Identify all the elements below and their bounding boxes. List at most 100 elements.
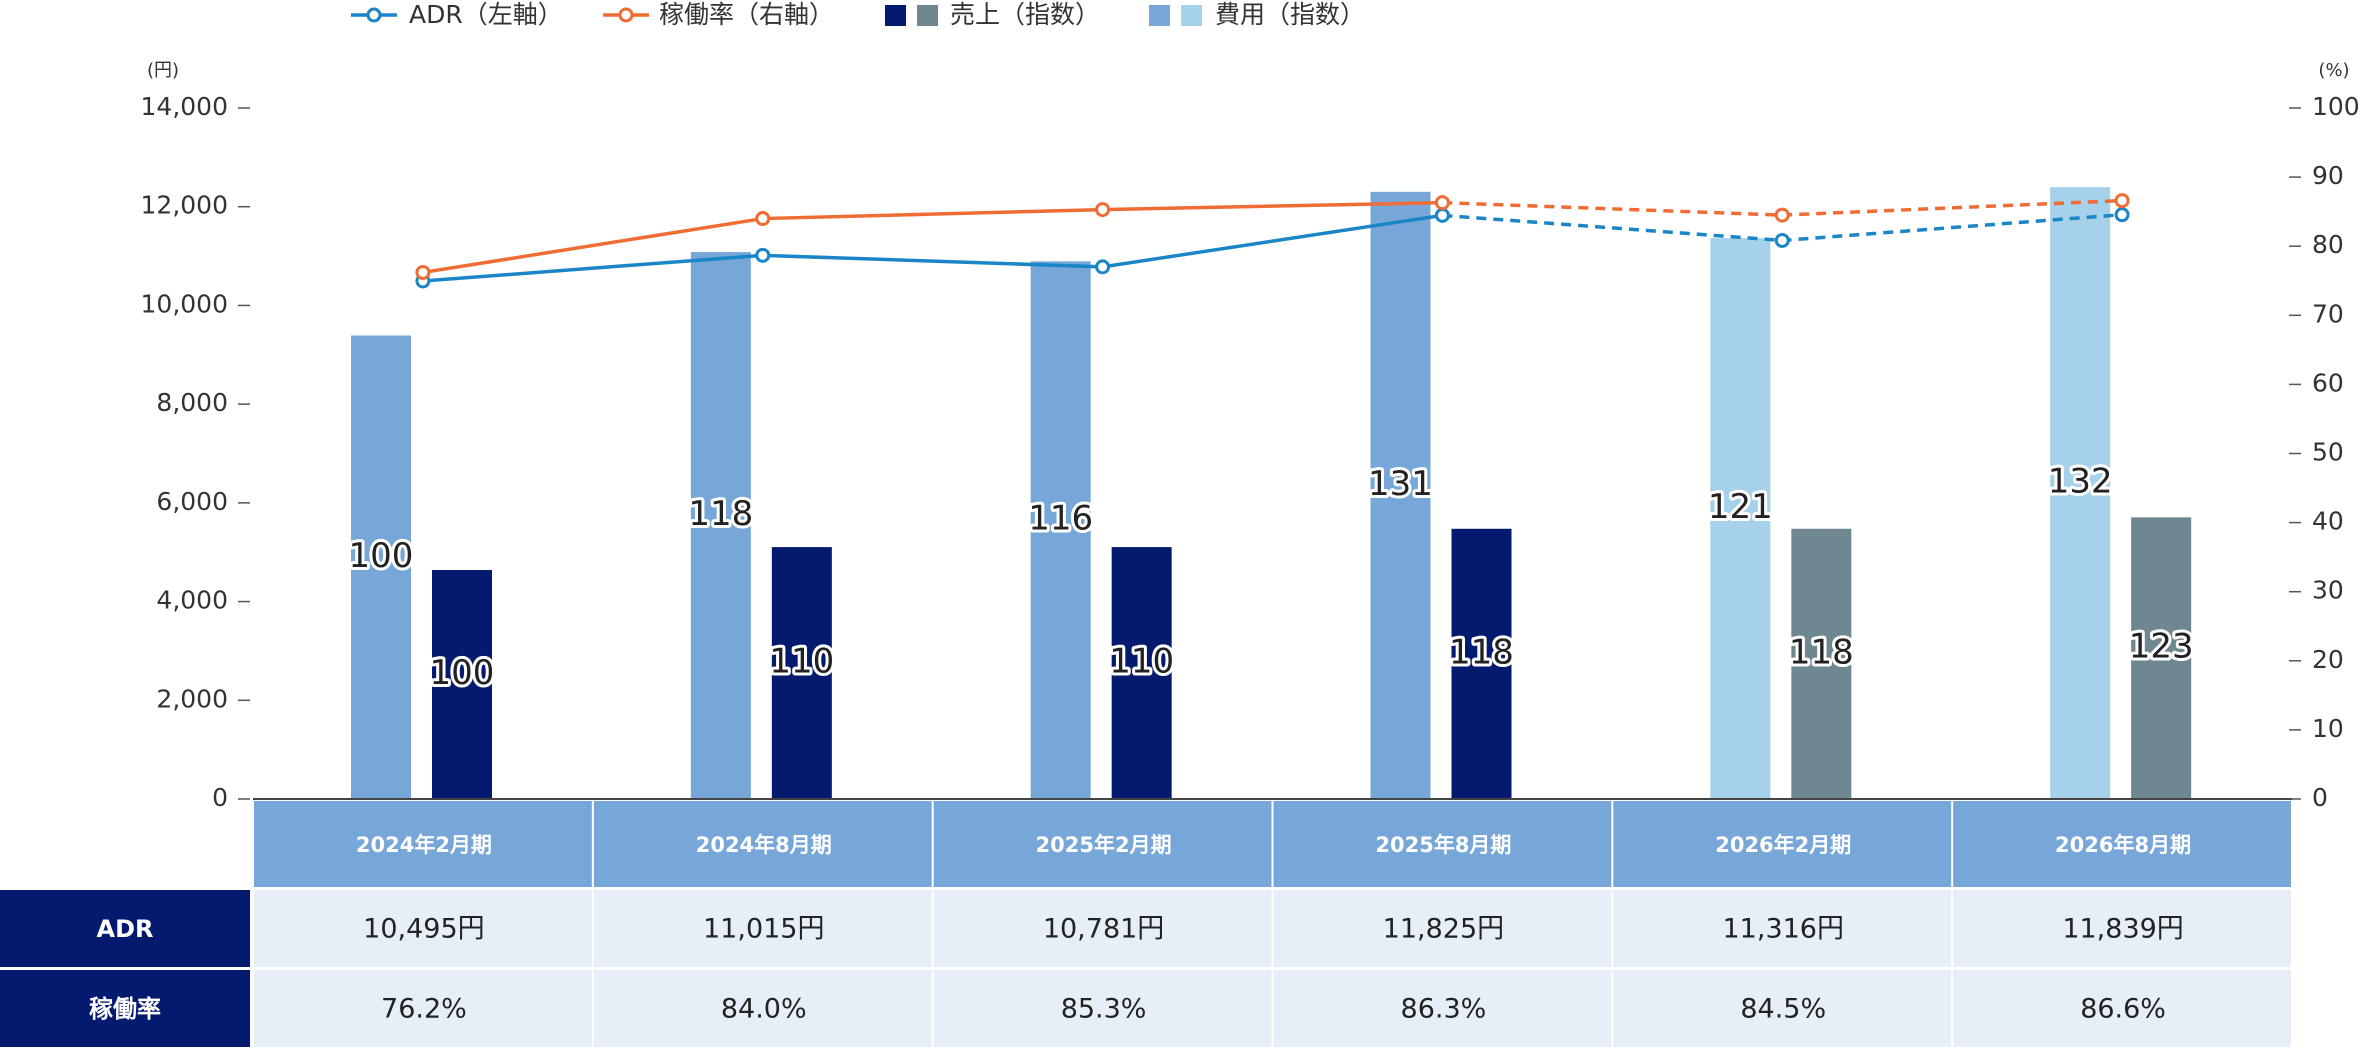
data-label: 118 <box>1449 632 1514 672</box>
table-cell-value: 10,781円 <box>1043 914 1164 945</box>
table-cell-value: 11,825円 <box>1383 914 1504 945</box>
point <box>1434 207 1450 223</box>
point <box>755 247 771 263</box>
data-label: 110 <box>769 642 834 682</box>
point <box>2114 207 2130 223</box>
table-row-label: ADR <box>97 915 154 943</box>
legend-swatch <box>1181 5 1202 26</box>
table-header-label: 2024年8月期 <box>696 833 832 857</box>
data-label: 116 <box>1028 499 1093 539</box>
y2-tick-label: 20 <box>2312 645 2344 674</box>
table-cell <box>1613 890 1952 967</box>
y-axis-label: (円) <box>147 60 179 81</box>
table-cell <box>254 890 592 967</box>
legend-marker <box>618 7 634 23</box>
data-label: 100 <box>430 653 495 693</box>
y-tick-label: 2,000 <box>156 684 228 713</box>
point <box>1095 202 1111 218</box>
y-tick-label: 6,000 <box>156 487 228 516</box>
table-header-cell <box>1953 801 2291 887</box>
table-header-label: 2026年2月期 <box>1715 833 1851 857</box>
table-header-cell <box>254 801 592 887</box>
data-label: 131 <box>1368 464 1433 504</box>
table-cell-value: 10,495円 <box>363 914 484 945</box>
data-label: 132 <box>2048 462 2113 502</box>
table-header-cell <box>933 801 1272 887</box>
bar <box>1111 547 1172 799</box>
table-row-header <box>0 890 250 967</box>
point <box>1434 195 1450 211</box>
table-cell <box>933 890 1272 967</box>
table-cell-value: 11,015円 <box>703 914 824 945</box>
table-cell <box>254 970 592 1047</box>
point <box>1095 259 1111 275</box>
bar <box>2131 517 2192 799</box>
bar <box>1030 261 1091 800</box>
table-cell <box>1273 890 1612 967</box>
y2-tick-label: 10 <box>2312 714 2344 743</box>
table-cell-value: 11,839円 <box>2062 914 2183 945</box>
line <box>422 200 1443 275</box>
data-label: 123 <box>2129 627 2194 667</box>
table-row-header <box>0 970 250 1047</box>
table-cell-value: 76.2% <box>381 994 467 1025</box>
data-label: 118 <box>1789 632 1854 672</box>
y2-tick-label: 50 <box>2312 438 2344 467</box>
table-header-cell <box>1613 801 1952 887</box>
y-tick-label: 12,000 <box>141 191 228 220</box>
y-tick-label: 4,000 <box>156 586 228 615</box>
y2-tick-label: 60 <box>2312 368 2344 397</box>
bar <box>432 570 492 799</box>
table-cell-value: 86.6% <box>2080 994 2166 1025</box>
y2-tick-label: 90 <box>2312 161 2344 190</box>
table-cell-value: 11,316円 <box>1723 914 1844 945</box>
data-label: 121 <box>1708 487 1773 527</box>
legend-swatch <box>885 5 906 26</box>
table-header-label: 2025年2月期 <box>1036 833 1172 857</box>
data-label: 100 <box>349 536 414 576</box>
bar <box>2050 187 2111 799</box>
y2-tick-label: 70 <box>2312 299 2344 328</box>
y-tick-label: 8,000 <box>156 388 228 417</box>
point <box>1774 207 1790 223</box>
bar <box>1791 528 1852 799</box>
table-cell <box>933 970 1272 1047</box>
legend-swatch <box>1149 5 1170 26</box>
point <box>2114 193 2130 209</box>
data-label: 110 <box>1109 642 1174 682</box>
table-header-cell <box>1273 801 1612 887</box>
point <box>1774 232 1790 248</box>
legend-label: 費用（指数） <box>1215 0 1365 29</box>
bar <box>771 547 832 799</box>
y2-axis-label: (%) <box>2318 60 2349 81</box>
legend-label: 売上（指数） <box>950 0 1100 29</box>
bar <box>690 252 751 799</box>
y2-tick-label: 40 <box>2312 507 2344 536</box>
y-tick-label: 10,000 <box>141 289 228 318</box>
table-header-label: 2024年2月期 <box>356 833 492 857</box>
table-header-cell <box>593 801 932 887</box>
table-cell-value: 84.5% <box>1740 994 1826 1025</box>
y2-tick-label: 100 <box>2312 92 2360 121</box>
table-cell <box>1613 970 1952 1047</box>
legend-label: ADR（左軸） <box>409 0 563 29</box>
y-tick-label: 14,000 <box>141 92 228 121</box>
bar <box>351 335 411 799</box>
table-header-label: 2025年8月期 <box>1375 833 1511 857</box>
legend-label: 稼働率（右軸） <box>659 0 834 29</box>
y-tick-label: 0 <box>212 783 228 812</box>
table-cell-value: 85.3% <box>1061 994 1147 1025</box>
table-cell <box>1273 970 1612 1047</box>
table-cell <box>593 890 932 967</box>
legend-swatch <box>917 5 938 26</box>
bar <box>1370 191 1431 799</box>
point <box>755 211 771 227</box>
table-row-label: 稼働率 <box>89 995 161 1023</box>
table-header-label: 2026年8月期 <box>2055 833 2191 857</box>
y2-tick-label: 30 <box>2312 576 2344 605</box>
legend-marker <box>366 7 382 23</box>
table-cell-value: 84.0% <box>721 994 807 1025</box>
table-cell-value: 86.3% <box>1401 994 1487 1025</box>
line <box>422 213 1443 283</box>
